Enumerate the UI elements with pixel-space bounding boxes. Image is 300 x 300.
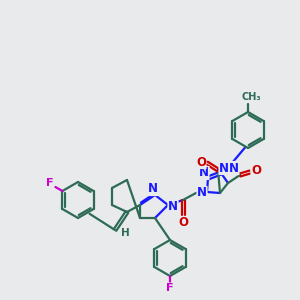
Text: O: O — [178, 217, 188, 230]
Text: N: N — [168, 200, 178, 214]
Text: CH₃: CH₃ — [241, 92, 261, 102]
Text: H: H — [121, 228, 129, 238]
Text: F: F — [166, 283, 174, 293]
Text: N: N — [197, 187, 207, 200]
Text: N: N — [148, 182, 158, 196]
Text: F: F — [46, 178, 53, 188]
Text: N: N — [199, 167, 209, 179]
Text: O: O — [196, 155, 206, 169]
Text: O: O — [251, 164, 261, 178]
Text: N: N — [219, 161, 229, 175]
Text: N: N — [229, 161, 239, 175]
